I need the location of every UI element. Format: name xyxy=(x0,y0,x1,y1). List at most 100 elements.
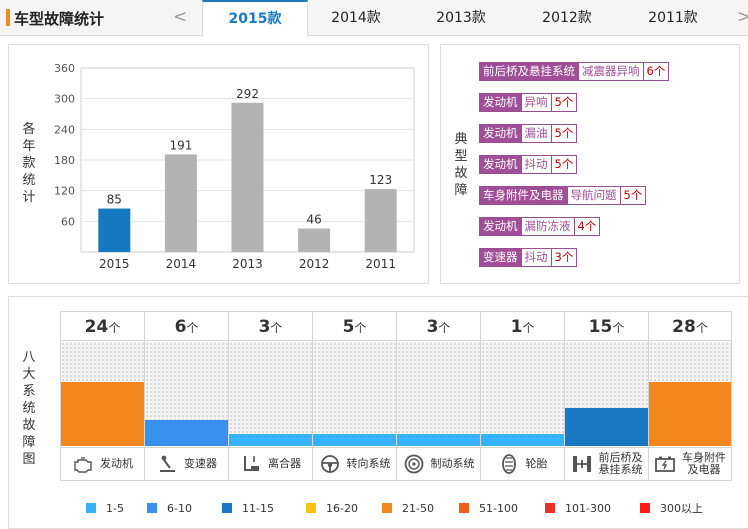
system-count-value: 5 xyxy=(342,317,355,337)
x-tick-label: 2015 xyxy=(99,257,130,271)
legend-swatch xyxy=(382,503,392,513)
system-column: 5个转向系统 xyxy=(312,311,396,481)
brake-disc-icon xyxy=(403,454,425,474)
fault-problem: 抖动 xyxy=(520,156,551,173)
fault-item[interactable]: 前后桥及悬挂系统 减震器异响 6个 xyxy=(479,62,670,81)
system-bar-fill xyxy=(481,434,564,446)
tab-year-2013[interactable]: 2013款 xyxy=(436,10,486,26)
fault-count: 6个 xyxy=(642,63,669,80)
bar xyxy=(364,189,397,252)
legend-item: 11-15 xyxy=(222,501,274,515)
legend-swatch xyxy=(640,503,650,513)
system-name-label: 转向系统 xyxy=(346,457,391,470)
system-name-button[interactable]: 发动机 xyxy=(61,447,144,481)
system-count-unit: 个 xyxy=(695,321,708,335)
legend-item: 6-10 xyxy=(147,501,192,515)
system-name-button[interactable]: 变速器 xyxy=(145,447,228,481)
system-name-button[interactable]: 离合器 xyxy=(229,447,312,481)
system-count-unit: 个 xyxy=(270,321,283,335)
system-count-unit: 个 xyxy=(354,321,367,335)
fault-item[interactable]: 发动机 漏防冻液 4个 xyxy=(479,217,601,236)
system-count: 5个 xyxy=(313,311,396,341)
system-column: 1个 轮胎 xyxy=(480,311,564,481)
system-column: 3个离合器 xyxy=(228,311,312,481)
next-arrow-icon[interactable]: > xyxy=(737,7,748,27)
fault-count: 4个 xyxy=(573,218,600,235)
bar-value-label: 123 xyxy=(369,173,392,187)
system-bar-fill xyxy=(229,434,312,446)
bar-value-label: 85 xyxy=(107,193,122,207)
tire-icon xyxy=(498,454,520,474)
fault-item[interactable]: 变速器 抖动 3个 xyxy=(479,248,578,267)
system-column: 3个 制动系统 xyxy=(396,311,480,481)
fault-item[interactable]: 发动机 抖动 5个 xyxy=(479,155,578,174)
system-bar-track xyxy=(61,342,144,446)
suspension-icon xyxy=(571,454,593,474)
year-chart-panel: 各年款统计 60 120 180 240 300 360 85 2015 191 2014 292 2… xyxy=(8,44,429,284)
legend-label: 16-20 xyxy=(326,501,358,515)
y-tick-label: 180 xyxy=(54,154,75,167)
system-name-label: 前后桥及 悬挂系统 xyxy=(598,451,643,476)
fault-system: 发动机 xyxy=(480,94,521,111)
tab-year-2015[interactable]: 2015款 xyxy=(202,0,308,37)
fault-system: 前后桥及悬挂系统 xyxy=(480,63,578,80)
system-count: 3个 xyxy=(229,311,312,341)
legend-item: 16-20 xyxy=(306,501,358,515)
bar xyxy=(298,228,331,252)
fault-system: 发动机 xyxy=(480,218,521,235)
system-name-label: 车身附件 及电器 xyxy=(682,451,726,476)
fault-count: 3个 xyxy=(550,249,577,266)
system-name-label: 离合器 xyxy=(268,457,301,470)
system-name-button[interactable]: 车身附件 及电器 xyxy=(649,447,731,481)
system-count-value: 28 xyxy=(672,317,696,337)
legend-label: 11-15 xyxy=(242,501,274,515)
system-bar-track xyxy=(649,342,731,446)
tab-year-2012[interactable]: 2012款 xyxy=(542,10,592,26)
system-name-button[interactable]: 制动系统 xyxy=(397,447,480,481)
tab-year-2011[interactable]: 2011款 xyxy=(648,10,698,26)
system-name-button[interactable]: 转向系统 xyxy=(313,447,396,481)
system-bar-fill xyxy=(565,408,648,446)
system-count-value: 3 xyxy=(258,317,271,337)
system-column: 24个发动机 xyxy=(60,311,144,481)
system-count: 6个 xyxy=(145,311,228,341)
system-name-button[interactable]: 前后桥及 悬挂系统 xyxy=(565,447,648,481)
y-tick-label: 120 xyxy=(54,185,75,198)
fault-problem: 漏油 xyxy=(520,125,551,142)
bar-value-label: 292 xyxy=(236,87,259,101)
typical-faults-panel: 典型故障 前后桥及悬挂系统 减震器异响 6个 发动机 异响 5个 发动机 漏油 … xyxy=(440,44,740,284)
legend-item: 101-300 xyxy=(545,501,611,515)
tab-year-2014[interactable]: 2014款 xyxy=(331,10,381,26)
engine-icon xyxy=(72,454,94,474)
y-tick-label: 300 xyxy=(54,93,75,106)
fault-count: 5个 xyxy=(550,156,577,173)
system-bar-fill xyxy=(313,434,396,446)
system-bar-fill xyxy=(649,382,731,446)
y-tick-label: 240 xyxy=(54,123,75,136)
system-count: 24个 xyxy=(61,311,144,341)
system-count-unit: 个 xyxy=(186,321,199,335)
year-stats-chart: 60 120 180 240 300 360 85 2015 191 2014 292 2013 46 2… xyxy=(54,62,415,271)
fault-item[interactable]: 车身附件及电器 导航问题 5个 xyxy=(479,186,647,205)
system-bar-track xyxy=(145,342,228,446)
systems-side-label: 八大系统故障图 xyxy=(22,350,36,467)
x-tick-label: 2013 xyxy=(232,257,263,271)
fault-item[interactable]: 发动机 异响 5个 xyxy=(479,93,578,112)
page-title: 车型故障统计 xyxy=(14,10,105,28)
legend-label: 6-10 xyxy=(167,501,192,515)
prev-arrow-icon[interactable]: < xyxy=(173,7,188,27)
x-tick-label: 2012 xyxy=(299,257,330,271)
legend-swatch xyxy=(459,503,469,513)
fault-item[interactable]: 发动机 漏油 5个 xyxy=(479,124,578,143)
system-name-button[interactable]: 轮胎 xyxy=(481,447,564,481)
legend-label: 101-300 xyxy=(565,501,611,515)
title-accent-bar xyxy=(6,9,10,26)
legend-item: 300以上 xyxy=(640,501,703,515)
fault-system: 车身附件及电器 xyxy=(480,187,567,204)
faults-side-label: 典型故障 xyxy=(454,132,468,198)
x-tick-label: 2011 xyxy=(365,257,396,271)
system-count-value: 15 xyxy=(588,317,613,337)
legend-item: 21-50 xyxy=(382,501,434,515)
system-name-label: 发动机 xyxy=(100,457,133,470)
fault-system: 发动机 xyxy=(480,156,521,173)
